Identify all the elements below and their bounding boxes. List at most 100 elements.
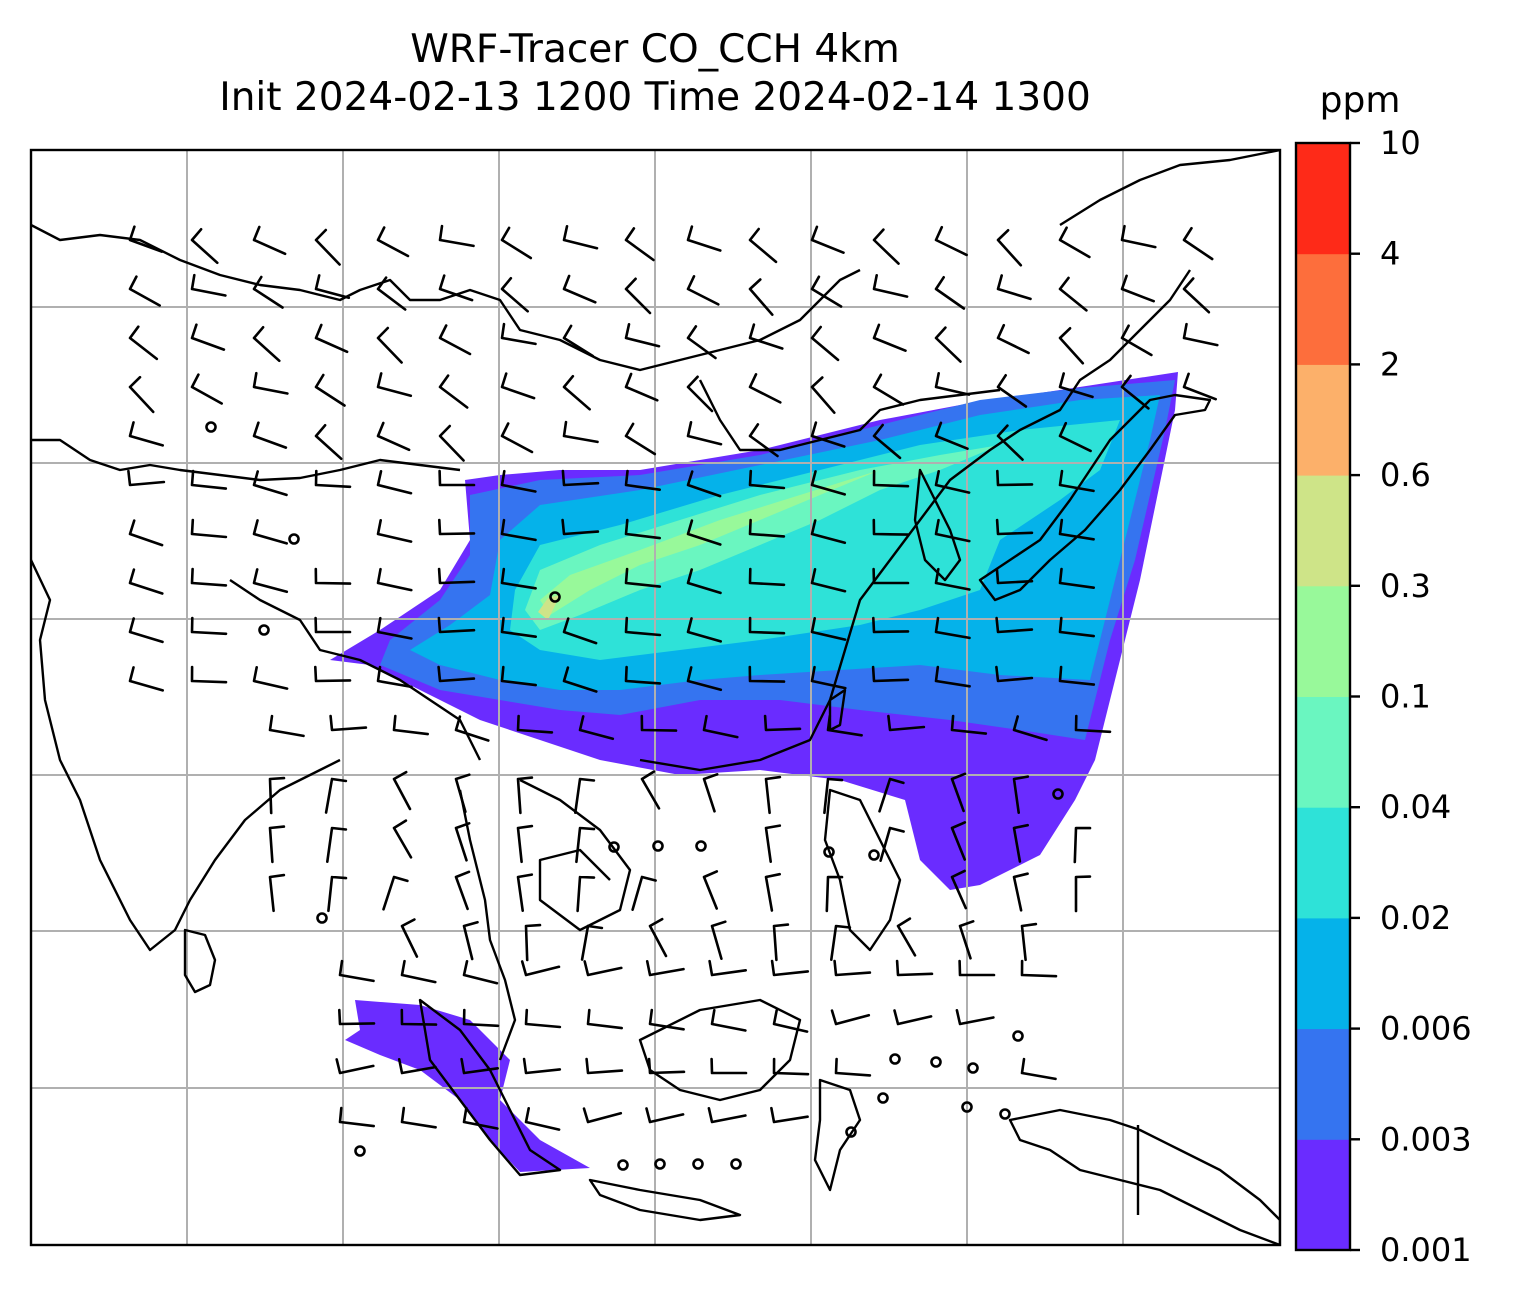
wind-barb	[562, 225, 599, 250]
map-panel	[31, 150, 1280, 1245]
wind-barb	[500, 518, 537, 542]
wind-barb	[574, 777, 596, 814]
wind-barb	[686, 225, 722, 252]
wind-barb	[438, 424, 465, 462]
wind-barb	[1058, 469, 1095, 493]
coastline-borneo	[638, 998, 802, 1102]
wind-barb	[438, 518, 476, 536]
wind-barb	[252, 371, 289, 395]
wind-barb	[1012, 715, 1048, 742]
wind-barb	[887, 714, 926, 732]
colorbar-segment	[1296, 475, 1350, 587]
wind-barb	[748, 373, 782, 404]
colorbar-segment	[1296, 1028, 1350, 1140]
wind-barb	[934, 276, 966, 310]
wind-barb	[995, 518, 1034, 536]
wind-barb	[810, 617, 847, 641]
wind-barb	[582, 1107, 623, 1124]
wind-barb	[686, 666, 723, 692]
wind-barb	[252, 421, 288, 449]
wind-barb	[326, 826, 348, 863]
colorbar-tick-label: 2	[1380, 345, 1400, 383]
wind-barb	[314, 665, 352, 683]
wind-barb	[1182, 226, 1214, 261]
wind-barb	[127, 469, 166, 487]
wind-barb	[462, 960, 499, 985]
wind-barb	[314, 274, 351, 300]
wind-barb	[335, 1058, 375, 1075]
wind-barb	[128, 617, 164, 644]
wind-barb	[686, 375, 714, 413]
coastline-sulawesi	[813, 1078, 862, 1192]
wind-barb	[764, 872, 781, 912]
wind-barb	[437, 567, 476, 585]
wind-barb	[376, 519, 413, 543]
wind-barb	[624, 323, 661, 348]
wind-barb	[996, 274, 1032, 301]
wind-barb	[934, 518, 971, 543]
colorbar-segment	[1296, 143, 1350, 255]
wind-barb	[1058, 421, 1092, 453]
wind-barb	[516, 824, 534, 864]
wind-barb	[190, 373, 223, 405]
wind-barb	[1120, 274, 1155, 303]
wind-barb	[624, 616, 662, 637]
colorbar-unit-label: ppm	[1319, 80, 1401, 121]
wind-barb	[500, 422, 534, 454]
wind-barb	[376, 616, 413, 640]
gridlines	[31, 150, 1280, 1245]
colorbar-segment	[1296, 917, 1350, 1030]
wind-barb	[748, 567, 786, 587]
wind-barb	[1074, 875, 1092, 913]
wind-barb	[686, 325, 717, 360]
wind-barb	[516, 776, 534, 815]
coastline-korea	[913, 468, 962, 582]
wind-barb	[562, 666, 598, 693]
wind-barb	[710, 1008, 747, 1032]
wind-barb	[314, 228, 341, 266]
wind-barb	[958, 959, 996, 977]
wind-barb	[190, 567, 228, 587]
wind-barb	[825, 875, 844, 913]
wind-barb	[438, 224, 475, 248]
wind-barb	[1058, 567, 1095, 589]
wind-barb	[190, 665, 228, 684]
wind-barb	[834, 1057, 872, 1077]
wind-barb	[562, 420, 599, 444]
wind-barb	[268, 714, 305, 738]
wind-barb	[327, 875, 348, 913]
wind-barb	[338, 1106, 375, 1128]
wind-barb	[748, 469, 786, 490]
wind-barb	[562, 617, 598, 645]
wind-barb	[324, 777, 348, 814]
wind-barb	[1120, 224, 1157, 249]
map-frame	[29, 148, 1282, 1247]
wind-barb	[1182, 277, 1211, 314]
wind-barb	[958, 920, 975, 960]
wind-barb	[520, 960, 561, 977]
wind-barb	[748, 423, 779, 458]
wind-barb	[576, 875, 596, 913]
wind-barbs	[127, 224, 1219, 1131]
wind-barb	[830, 924, 852, 961]
wind-barb	[896, 917, 917, 957]
wind-barb	[562, 274, 597, 304]
wind-barb	[934, 421, 969, 450]
wind-barb	[934, 326, 962, 363]
wind-barb	[1073, 826, 1092, 864]
wind-barb	[397, 1058, 437, 1075]
wind-barb	[376, 665, 413, 689]
wind-barb	[1058, 665, 1096, 686]
wind-barb	[702, 714, 739, 739]
wind-barb	[376, 470, 413, 495]
wind-barb	[376, 421, 411, 452]
calm-wind-circles	[205, 421, 1064, 1171]
wind-barb	[1020, 1057, 1057, 1081]
wind-barb	[454, 822, 471, 862]
wind-barb	[190, 616, 228, 636]
wind-barb	[1058, 616, 1095, 638]
wind-barb	[686, 568, 722, 595]
wind-barb	[996, 469, 1034, 487]
wind-barb	[376, 226, 410, 258]
